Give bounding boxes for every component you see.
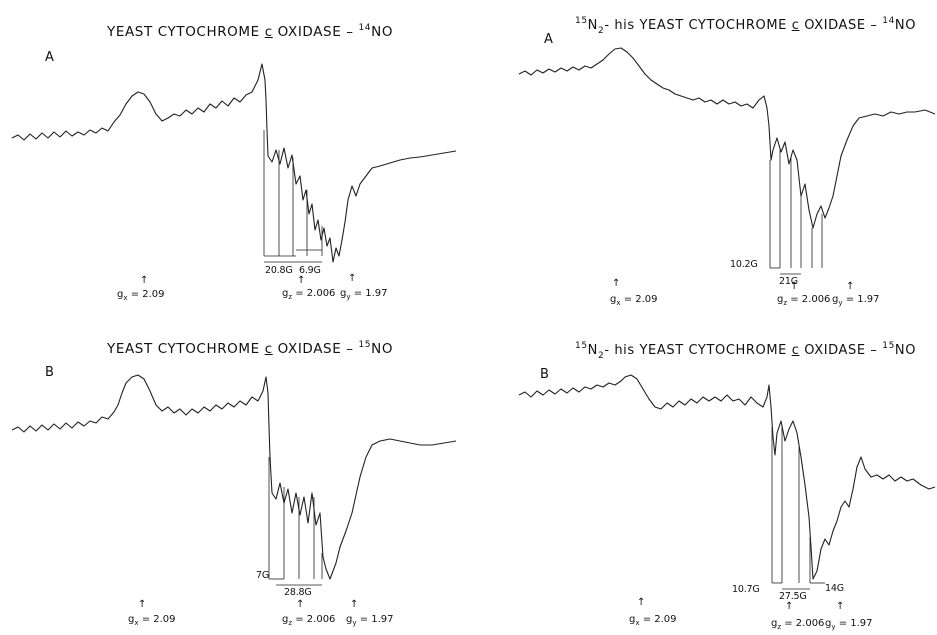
arrow-up-icon: ↑ — [790, 281, 799, 292]
arrow-up-icon: ↑ — [846, 281, 855, 292]
epr-spectrum-trace — [518, 374, 936, 590]
arrow-up-icon: ↑ — [836, 601, 845, 612]
gz-label: gz = 2.006 — [282, 288, 336, 301]
panel-bottom-right: 15N2- his YEAST CYTOCHROME c OXIDASE – 1… — [469, 317, 937, 634]
arrow-up-icon: ↑ — [140, 275, 149, 286]
panel-letter: A — [45, 50, 54, 65]
arrow-up-icon: ↑ — [350, 599, 359, 610]
measurement-label: 10.2G — [730, 259, 758, 270]
gz-label: gz = 2.006 — [282, 614, 336, 627]
arrow-up-icon: ↑ — [297, 275, 306, 286]
measurement-label: 6.9G — [299, 265, 321, 276]
gx-label: gx = 2.09 — [128, 614, 176, 627]
panel-title: 15N2- his YEAST CYTOCHROME c OXIDASE – 1… — [575, 16, 917, 36]
epr-spectrum-trace — [518, 47, 936, 275]
measurement-label: 7G — [256, 570, 270, 581]
panel-letter: A — [544, 32, 553, 47]
arrow-up-icon: ↑ — [785, 601, 794, 612]
gx-label: gx = 2.09 — [610, 294, 658, 307]
gy-label: gy = 1.97 — [346, 614, 394, 627]
panel-title: 15N2- his YEAST CYTOCHROME c OXIDASE – 1… — [575, 341, 917, 361]
measurement-label: 10.7G — [732, 584, 760, 595]
arrow-up-icon: ↑ — [296, 599, 305, 610]
gz-label: gz = 2.006 — [771, 618, 825, 631]
panel-title: YEAST CYTOCHROME c OXIDASE – 15NO — [107, 340, 394, 357]
arrow-up-icon: ↑ — [138, 599, 147, 610]
measurement-label: 20.8G — [265, 265, 293, 276]
arrow-up-icon: ↑ — [612, 278, 621, 289]
panel-top-left: YEAST CYTOCHROME c OXIDASE – 14NO A 20.8… — [0, 0, 468, 317]
arrow-up-icon: ↑ — [637, 597, 646, 608]
gx-label: gx = 2.09 — [629, 614, 677, 627]
panel-title: YEAST CYTOCHROME c OXIDASE – 14NO — [107, 23, 394, 40]
measurement-label: 28.8G — [284, 587, 312, 598]
measurement-label: 21G — [779, 276, 798, 287]
panel-bottom-left: YEAST CYTOCHROME c OXIDASE – 15NO B 7G 2… — [0, 317, 468, 634]
measurement-label: 14G — [825, 583, 844, 594]
epr-spectrum-trace — [11, 63, 457, 263]
panel-letter: B — [45, 365, 54, 380]
gy-label: gy = 1.97 — [832, 294, 880, 307]
gz-label: gz = 2.006 — [777, 294, 831, 307]
gx-label: gx = 2.09 — [117, 289, 165, 302]
panel-letter: B — [540, 367, 549, 382]
panel-top-right: 15N2- his YEAST CYTOCHROME c OXIDASE – 1… — [469, 0, 937, 317]
gy-label: gy = 1.97 — [825, 618, 873, 631]
arrow-up-icon: ↑ — [348, 273, 357, 284]
measurement-label: 27.5G — [779, 591, 807, 602]
epr-spectrum-trace — [11, 374, 457, 586]
gy-label: gy = 1.97 — [340, 288, 388, 301]
